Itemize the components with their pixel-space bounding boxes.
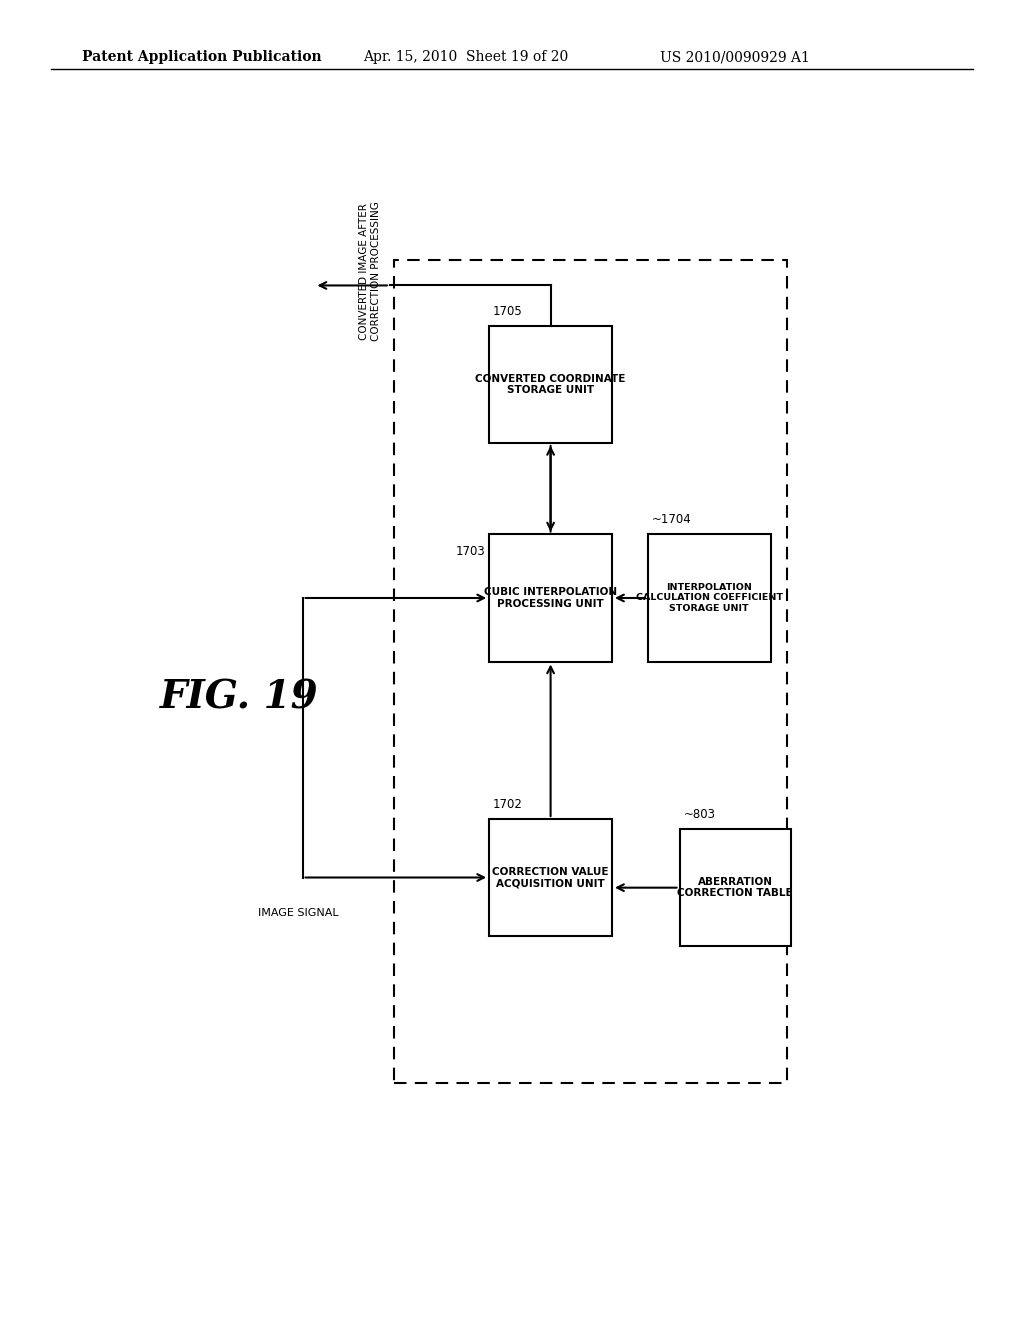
Bar	[489, 326, 612, 444]
Bar	[648, 535, 771, 661]
Text: 1705: 1705	[494, 305, 523, 318]
Text: Patent Application Publication: Patent Application Publication	[82, 50, 322, 65]
Text: CUBIC INTERPOLATION
PROCESSING UNIT: CUBIC INTERPOLATION PROCESSING UNIT	[484, 587, 617, 609]
Text: US 2010/0090929 A1: US 2010/0090929 A1	[660, 50, 810, 65]
Text: FIG. 19: FIG. 19	[160, 678, 318, 715]
Text: Apr. 15, 2010  Sheet 19 of 20: Apr. 15, 2010 Sheet 19 of 20	[364, 50, 568, 65]
Bar	[394, 260, 786, 1084]
Text: CONVERTED COORDINATE
STORAGE UNIT: CONVERTED COORDINATE STORAGE UNIT	[475, 374, 626, 396]
Text: IMAGE SIGNAL: IMAGE SIGNAL	[258, 908, 339, 917]
Bar	[489, 535, 612, 661]
Text: ~803: ~803	[684, 808, 716, 821]
Text: 1702: 1702	[494, 797, 523, 810]
Text: CONVERTED IMAGE AFTER
CORRECTION PROCESSING: CONVERTED IMAGE AFTER CORRECTION PROCESS…	[359, 202, 381, 342]
Text: INTERPOLATION
CALCULATION COEFFICIENT
STORAGE UNIT: INTERPOLATION CALCULATION COEFFICIENT ST…	[636, 583, 782, 612]
Text: ~1704: ~1704	[652, 513, 691, 527]
Bar	[680, 829, 791, 946]
Text: CORRECTION VALUE
ACQUISITION UNIT: CORRECTION VALUE ACQUISITION UNIT	[493, 867, 609, 888]
Text: ABERRATION
CORRECTION TABLE: ABERRATION CORRECTION TABLE	[677, 876, 793, 899]
Text: 1703: 1703	[456, 545, 485, 557]
Bar	[489, 818, 612, 936]
